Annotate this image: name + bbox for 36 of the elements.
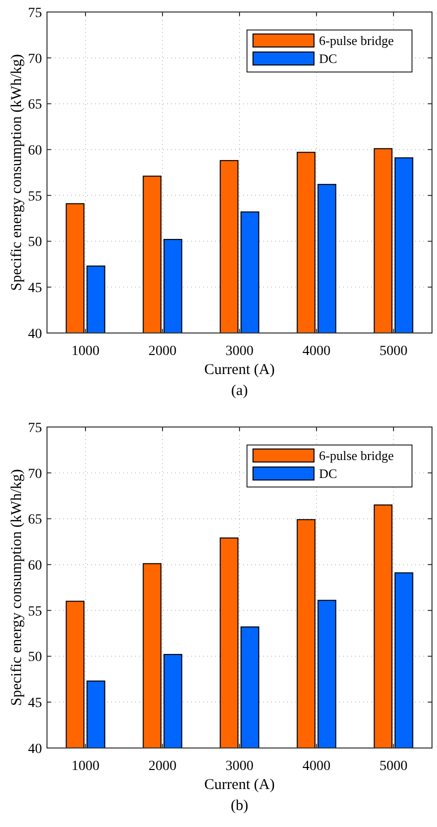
- x-axis-title: Current (A): [204, 362, 275, 378]
- x-tick-label: 3000: [226, 344, 254, 359]
- x-tick-label: 2000: [148, 344, 176, 359]
- y-tick-label: 40: [28, 742, 42, 757]
- y-tick-label: 65: [28, 512, 42, 528]
- y-tick-label: 50: [28, 650, 42, 666]
- y-tick-label: 55: [28, 604, 42, 620]
- y-tick-label: 45: [28, 281, 42, 296]
- legend-label: 6-pulse bridge: [319, 448, 394, 463]
- y-tick-label: 50: [28, 235, 42, 250]
- legend-label: 6-pulse bridge: [319, 33, 394, 48]
- y-tick-label: 45: [28, 696, 42, 712]
- legend-label: DC: [319, 466, 338, 481]
- x-tick-label: 2000: [148, 759, 176, 774]
- x-tick-label: 5000: [380, 759, 408, 774]
- y-tick-label: 65: [28, 98, 42, 113]
- y-tick-label: 70: [28, 52, 42, 67]
- legend-label: DC: [319, 51, 338, 66]
- x-axis-title: Current (A): [204, 777, 275, 793]
- y-tick-label: 60: [28, 143, 42, 158]
- x-tick-label: 5000: [380, 344, 408, 359]
- x-tick-label: 1000: [72, 759, 100, 774]
- y-axis-title: Specific energy consumption (kWh/kg): [9, 54, 25, 291]
- x-tick-label: 4000: [302, 344, 330, 359]
- y-tick-label: 70: [28, 466, 42, 482]
- text: (b): [230, 798, 248, 814]
- x-tick-label: 4000: [302, 759, 330, 774]
- y-tick-label: 75: [28, 420, 42, 436]
- x-tick-label: 3000: [226, 759, 254, 774]
- y-tick-label: 55: [28, 189, 42, 204]
- y-tick-label: 40: [28, 326, 42, 342]
- text: (a): [231, 383, 248, 399]
- y-axis-title: Specific energy consumption (kWh/kg): [9, 469, 25, 706]
- x-tick-label: 1000: [72, 344, 100, 359]
- y-tick-label: 75: [28, 6, 42, 21]
- y-tick-label: 60: [28, 558, 42, 574]
